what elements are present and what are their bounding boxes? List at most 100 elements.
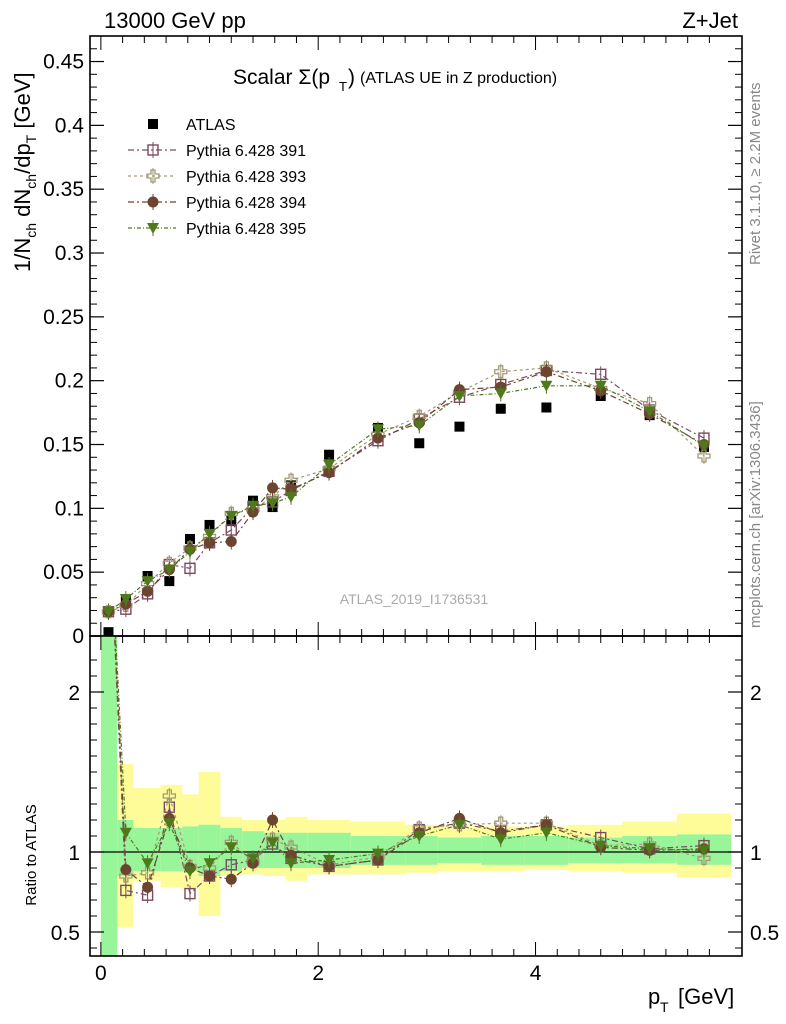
plot-title-sub: T [339, 79, 347, 94]
plot-title-close: ) [348, 66, 355, 89]
svg-text:[GeV]: [GeV] [678, 984, 734, 1009]
main-point-s395-18 [697, 440, 710, 452]
main-point-s395-8 [266, 498, 279, 510]
legend-atlas-label: ATLAS [186, 117, 236, 134]
main-yticklabel-5: 0.25 [43, 306, 84, 329]
ratio-point-s393-0 [102, 494, 114, 506]
ratio-point-s395-8 [266, 837, 279, 849]
band-inner-0 [100, 636, 118, 956]
xticklabel-1: 2 [312, 962, 324, 985]
ratio-point-s394-0 [103, 495, 114, 506]
main-point-atlas-14 [495, 403, 506, 414]
ratio-point-s391-4 [184, 887, 196, 900]
ratio-point-s393-2 [140, 866, 155, 880]
ratio-point-s394-2 [142, 881, 154, 893]
ratio-point-s395-13 [453, 819, 466, 831]
ratio-series-layer [102, 494, 711, 904]
plot-title-main: Scalar Σ(p [233, 66, 330, 89]
ratio-point-s394-1 [120, 864, 132, 876]
ratio-yticklabel-right-0: 0.5 [750, 922, 779, 945]
ratio-point-s391-6 [225, 859, 237, 871]
ratio-point-s395-2 [141, 858, 154, 870]
main-series-layer [101, 359, 711, 636]
x-axis-title: p T [GeV] [648, 984, 734, 1015]
main-point-s395-0 [102, 606, 115, 618]
ratio-frame [89, 635, 743, 957]
legend: ATLAS Pythia 6.428 391 Pythia 6.428 393 … [128, 117, 306, 238]
ratio-point-s395-9 [285, 858, 298, 870]
legend-marker-s394 [147, 196, 159, 208]
main-point-s395-9 [285, 491, 298, 503]
main-point-s395-13 [453, 391, 466, 402]
main-panel: 0 0.05 0.1 0.15 0.2 0.25 0.3 0.35 0.4 0.45 [43, 35, 743, 648]
ratio-point-s395-7 [247, 853, 259, 865]
ratio-point-s394-8 [267, 814, 279, 826]
main-yticklabel-2: 0.1 [55, 497, 84, 520]
ratio-yticklabel-left-0: 0.5 [51, 922, 80, 945]
main-line-s394 [108, 371, 705, 613]
main-point-s395-6 [225, 511, 238, 522]
main-point-s393-18 [697, 449, 711, 463]
main-point-s394-2 [142, 585, 154, 597]
main-point-s394-11 [372, 432, 384, 444]
main-yticklabel-7: 0.35 [43, 178, 84, 201]
ratio-point-s395-10 [323, 855, 336, 866]
legend-s395-label: Pythia 6.428 395 [186, 221, 306, 238]
ratio-point-s395-16 [594, 840, 607, 852]
ratio-point-s395-4 [183, 866, 196, 878]
ratio-point-s395-18 [697, 845, 710, 857]
ratio-yticklabel-left-2: 2 [68, 682, 80, 705]
energy-label: 13000 GeV pp [104, 8, 246, 33]
ratio-point-s395-6 [225, 842, 238, 854]
main-point-atlas-10 [324, 449, 335, 460]
svg-text:T: T [660, 999, 669, 1015]
main-point-s391-4 [184, 562, 196, 575]
side-label-rivet: Rivet 3.1.10, ≥ 2.2M events [747, 83, 764, 266]
main-point-atlas-15 [541, 402, 552, 413]
main-yticklabel-3: 0.15 [43, 434, 84, 457]
main-yticklabel-4: 0.2 [55, 370, 84, 393]
legend-s391-label: Pythia 6.428 391 [186, 143, 306, 160]
main-point-atlas-5 [204, 519, 215, 530]
legend-marker-s393 [146, 169, 160, 183]
ratio-yticklabel-right-2: 2 [750, 682, 762, 705]
main-line-s395 [108, 385, 705, 613]
main-yticklabel-8: 0.4 [55, 114, 85, 137]
plot-title-suffix: (ATLAS UE in Z production) [360, 70, 557, 87]
legend-marker-atlas [148, 119, 158, 129]
main-point-s394-5 [204, 537, 216, 549]
main-point-s395-17 [643, 406, 656, 418]
ratio-point-s395-14 [494, 834, 507, 846]
main-point-s395-15 [540, 380, 553, 392]
xticklabel-2: 4 [530, 962, 542, 985]
main-yticklabel-1: 0.05 [43, 561, 84, 584]
band-inner-5 [198, 824, 221, 876]
legend-s394-label: Pythia 6.428 394 [186, 195, 306, 212]
main-point-s395-5 [203, 528, 216, 540]
main-point-s395-4 [183, 546, 196, 558]
xticklabel-0: 0 [95, 962, 107, 985]
band-inner-13 [437, 837, 482, 864]
ratio-yticklabel-right-1: 1 [750, 842, 762, 865]
main-point-s395-10 [323, 459, 336, 471]
main-line-s391 [108, 369, 705, 613]
ratio-yticklabel-left-1: 1 [68, 842, 80, 865]
main-point-s394-15 [540, 366, 552, 378]
ratio-point-s391-0 [103, 495, 113, 505]
main-point-s395-16 [594, 380, 607, 392]
main-point-s395-14 [494, 388, 507, 400]
ratio-point-s393-18 [697, 851, 711, 866]
main-point-atlas-13 [454, 421, 465, 432]
main-point-s395-11 [371, 424, 384, 436]
ratio-point-s395-12 [413, 831, 426, 842]
main-point-s395-1 [119, 593, 132, 605]
ratio-point-s395-11 [371, 848, 384, 860]
svg-text:p: p [648, 984, 660, 1009]
main-point-s395-2 [141, 576, 154, 588]
ratio-point-s394-5 [204, 870, 216, 882]
band-inner-12 [405, 836, 438, 865]
band-inner-4 [182, 826, 199, 872]
ratio-point-s395-17 [643, 843, 656, 855]
plot-title: Scalar Σ(p T ) (ATLAS UE in Z production… [233, 66, 557, 94]
